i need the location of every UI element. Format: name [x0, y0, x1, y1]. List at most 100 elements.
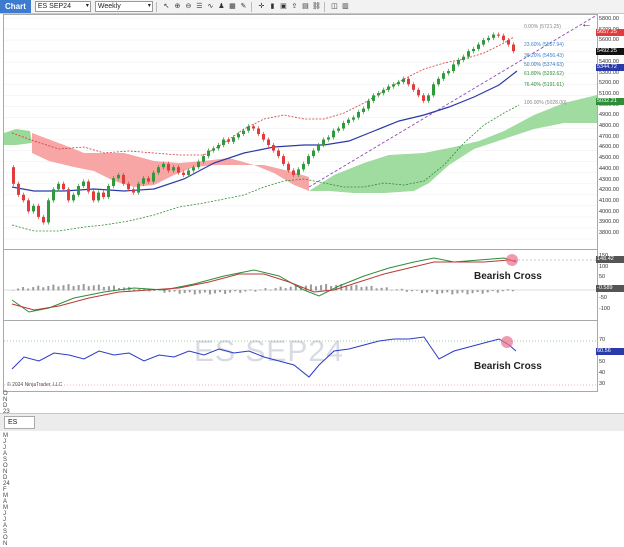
drawing-tools-icon[interactable]: ✎: [240, 3, 247, 10]
candlestick: [82, 181, 85, 186]
macd-histogram-bar: [421, 290, 424, 294]
candlestick: [227, 139, 230, 142]
properties-icon[interactable]: ☰: [196, 3, 203, 10]
candlestick: [267, 139, 270, 146]
macd-histogram-bar: [87, 286, 90, 291]
instrument-tab[interactable]: ES: [4, 416, 35, 429]
macd-histogram-bar: [410, 290, 413, 292]
rsi-value-label: 60.56: [596, 348, 624, 355]
candlestick: [412, 84, 415, 90]
chart-tab[interactable]: Chart: [0, 0, 31, 13]
price-tick: 4400.00: [599, 165, 619, 172]
candlestick: [352, 117, 355, 120]
macd-histogram-bar: [254, 290, 257, 292]
macd-histogram-bar: [360, 287, 363, 291]
candlestick: [497, 34, 500, 36]
macd-histogram-bar: [491, 290, 494, 292]
rsi-bearish-cross-annotation: Bearish Cross: [474, 361, 542, 372]
price-tick: 4100.00: [599, 197, 619, 204]
rsi-panel[interactable]: ES SEP24 Bearish Cross © 2024 NinjaTrade…: [3, 320, 598, 392]
price-tick: 4600.00: [599, 144, 619, 151]
candlestick: [457, 59, 460, 65]
instrument-select[interactable]: ES SEP24 ▾: [34, 1, 91, 12]
price-tick: 4000.00: [599, 208, 619, 215]
fib-level-label: 0.00% (5721.25): [524, 23, 561, 30]
interval-select[interactable]: Weekly ▾: [94, 1, 153, 12]
candlestick: [187, 170, 190, 175]
macd-histogram-bar: [501, 290, 504, 292]
candlestick: [222, 139, 225, 146]
macd-histogram-bar: [42, 287, 45, 291]
price-panel[interactable]: ← 0.00% (5721.25) 23.60% (5557.94) 38.20% …: [3, 14, 598, 250]
copyright-text: © 2024 NinjaTrader, LLC: [7, 382, 63, 388]
macd-histogram-bar: [102, 286, 105, 291]
time-tick: N: [3, 541, 8, 547]
price-tick: 4900.00: [599, 112, 619, 119]
link-icon[interactable]: ⛓: [311, 3, 321, 10]
candlestick: [72, 194, 75, 201]
zoom-out-icon[interactable]: ⊖: [185, 3, 192, 10]
candlestick: [427, 95, 430, 101]
candlestick: [202, 156, 205, 162]
workspace-icon[interactable]: ▥: [342, 3, 349, 10]
candlestick: [347, 119, 350, 123]
macd-histogram-bar: [350, 285, 353, 291]
price-label: 5492.25: [596, 47, 624, 55]
chevron-down-icon: ▾: [147, 3, 151, 9]
macd-chart: [4, 254, 597, 313]
candlestick: [167, 163, 170, 171]
macd-histogram-bar: [289, 286, 292, 291]
candlestick: [192, 167, 195, 171]
candlestick: [502, 35, 505, 41]
macd-histogram-bar: [153, 290, 156, 291]
candlestick: [367, 100, 370, 109]
back-arrow-icon[interactable]: ←: [581, 18, 592, 30]
macd-histogram-bar: [476, 290, 479, 293]
macd-panel[interactable]: Bearish Cross: [3, 249, 598, 321]
macd-histogram-bar: [97, 284, 100, 291]
macd-histogram-bar: [274, 288, 277, 291]
time-tick: O: [3, 391, 8, 397]
macd-histogram-bar: [168, 290, 171, 293]
candlestick: [47, 200, 50, 223]
macd-histogram-bar: [133, 289, 136, 291]
candlestick: [402, 78, 405, 83]
price-tick: 3800.00: [599, 230, 619, 236]
chart-trader-icon[interactable]: ▤: [302, 3, 309, 10]
signal-line: [11, 259, 517, 311]
candlestick: [92, 191, 95, 201]
crosshair-icon[interactable]: ✛: [258, 3, 265, 10]
data-box-icon[interactable]: ▦: [229, 3, 236, 10]
cursor-icon[interactable]: ↖: [163, 3, 170, 10]
candlestick: [112, 178, 115, 186]
price-tick: 5300.00: [599, 69, 619, 76]
macd-histogram-bar: [77, 285, 80, 291]
share-icon[interactable]: ⇪: [291, 3, 298, 10]
strategies-icon[interactable]: ♟: [218, 3, 225, 10]
indicators-icon[interactable]: ∿: [207, 3, 214, 10]
zoom-in-icon[interactable]: ⊕: [174, 3, 181, 10]
snapshot-icon[interactable]: ▣: [280, 3, 287, 10]
fib-level-label: 61.80% (5292.62): [524, 71, 564, 78]
macd-histogram-bar: [446, 290, 449, 293]
macd-histogram-bar: [203, 290, 206, 293]
candlestick: [482, 40, 485, 45]
fib-level-label: 38.20% (5456.43): [524, 52, 564, 59]
bar-type-icon[interactable]: ▮: [270, 3, 275, 10]
rsi-tick: 40: [599, 370, 606, 376]
macd-histogram-bar: [22, 287, 25, 291]
fib-level-label: 23.60% (5557.94): [524, 41, 564, 48]
price-tick: 4800.00: [599, 123, 619, 129]
macd-tick: -100: [599, 305, 611, 312]
candlestick: [392, 84, 395, 87]
macd-histogram-bar: [345, 286, 348, 291]
candlestick: [52, 189, 55, 201]
macd-histogram-bar: [466, 290, 469, 295]
candlestick: [297, 169, 300, 175]
time-axis: OND23FMAMJJASOND24FMAMJJASON: [3, 391, 596, 547]
macd-histogram-bar: [148, 290, 151, 292]
candlestick: [302, 163, 305, 170]
candlestick: [477, 44, 480, 49]
template-icon[interactable]: ◫: [331, 3, 338, 10]
candlestick: [207, 150, 210, 157]
